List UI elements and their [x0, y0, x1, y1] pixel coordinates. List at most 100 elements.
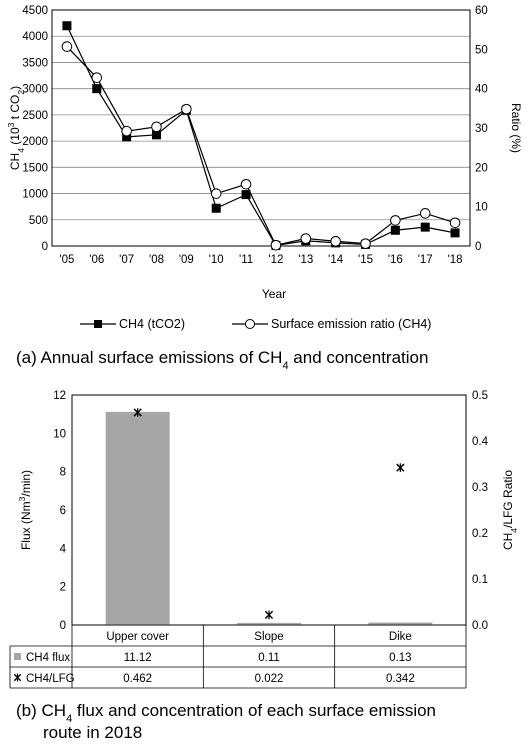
chart-a-y2label: Ratio (%): [509, 103, 523, 153]
chart-a-xtick-label: '13: [298, 254, 313, 266]
series-ratio-point: [449, 217, 461, 229]
chart-a-xtick-label: '18: [448, 254, 463, 266]
chart-a-xtick-label: '09: [179, 254, 194, 266]
table-legend-flux-key: [14, 653, 21, 660]
chart-a-xtick-label: '15: [358, 254, 373, 266]
caption-a: (a) Annual surface emissions of CH4 and …: [16, 348, 428, 372]
chart-b-ytick-label: 8: [60, 467, 66, 479]
chart-a-xtick-label: '12: [268, 254, 283, 266]
series-ch4-point: [122, 132, 132, 142]
legend-ch4-marker: [94, 320, 102, 328]
chart-b-ytick-label: 4: [60, 543, 67, 555]
chart-a-xlabel: Year: [262, 287, 286, 301]
series-ratio-point: [181, 103, 192, 115]
chart-b-y2tick-label: 0.5: [472, 390, 488, 402]
chart-b-right-axis: 0.0 0.1 0.2 0.3 0.4 0.5: [472, 390, 489, 632]
caption-b-line2: route in 2018: [43, 723, 142, 742]
chart-a-xtick-label: '11: [239, 254, 253, 266]
legend-ratio-marker: [245, 319, 255, 329]
series-ratio-point: [121, 125, 132, 137]
chart-a-xtick-label: '10: [209, 254, 224, 266]
chart-a-left-axis: 0 500 1000 1500 2000 2500 3000 3500 4000 4500: [22, 5, 48, 253]
series-ch4-point: [450, 228, 460, 238]
series-ratio-point: [330, 235, 341, 247]
chart-a-x-axis: '05 '06 '07 '08 '09 '10 '11 '12 '13 '14 '15 '16 '17 '…: [59, 254, 462, 266]
chart-a-gridlines: [52, 35, 470, 221]
series-ratio-point: [419, 208, 431, 219]
table-row-label: CH4/LFG: [26, 673, 75, 685]
series-ch4-point: [420, 222, 430, 232]
chart-a-ytick-label: 4000: [22, 31, 48, 43]
series-ch4-line: [66, 25, 456, 247]
series-ch4-point: [62, 21, 72, 31]
chart-a-plot-frame: [51, 9, 471, 247]
chart-b-y2tick-label: 0.0: [472, 620, 488, 632]
chart-a-ytick-label: 3500: [22, 57, 48, 69]
chart-b-ytick-label: 12: [53, 390, 66, 402]
chart-b-y2label: CH4/LFG Ratio: [501, 470, 519, 550]
chart-a-ytick-label: 0: [42, 241, 48, 253]
chart-a-ytick-label: 1500: [22, 162, 48, 174]
chart-b-y2tick-label: 0.2: [472, 528, 488, 540]
series-ch4-point: [390, 225, 400, 235]
chart-b-y2tick-label: 0.4: [472, 436, 489, 448]
series-ch4-point: [241, 190, 251, 200]
chart-a-xtick-label: '14: [328, 254, 344, 266]
chart-a-y2tick-label: 30: [475, 123, 488, 135]
table-cell-ratio: 0.022: [255, 673, 284, 685]
table-cell-flux: 0.13: [389, 652, 411, 664]
bar-ch4-flux: [368, 622, 433, 625]
chart-b-ytick-label: 6: [60, 505, 66, 517]
legend-item-ratio: Surface emission ratio (CH4): [232, 317, 431, 331]
chart-b-bars: [105, 411, 433, 625]
series-ratio-point: [270, 239, 282, 251]
chart-a-legend: CH4 (tCO2) Surface emission ratio (CH4): [80, 317, 431, 331]
chart-a-y2tick-label: 20: [475, 162, 488, 174]
chart-b-left-axis: 0 2 4 6 8 10 12: [53, 390, 66, 632]
table-cell-ratio: 0.342: [386, 673, 415, 685]
marker-ch4-lfg: [133, 408, 142, 417]
chart-b-data-table: Upper cover Slope Dike CH4 flux CH4/LFG 11.12…: [9, 624, 467, 689]
chart-b-ylabel: Flux (Nm3/min): [17, 470, 33, 550]
chart-a-xtick-label: '17: [418, 254, 433, 266]
chart-a-y2tick-label: 60: [475, 5, 488, 17]
chart-b-ytick-label: 10: [53, 428, 66, 440]
series-ratio-point: [360, 238, 371, 249]
chart-a-xtick-label: '07: [119, 254, 134, 266]
chart-a-xtick-label: '16: [388, 254, 403, 266]
table-cell-ratio: 0.462: [123, 673, 152, 685]
legend-item-ch4: CH4 (tCO2): [80, 317, 185, 331]
caption-b-line1: (b) CH4 flux and concentration of each s…: [16, 701, 436, 725]
marker-ch4-lfg: [396, 463, 405, 473]
series-ch4-point: [92, 84, 102, 94]
series-ratio-point: [91, 72, 103, 83]
chart-a-ytick-label: 4500: [22, 5, 48, 17]
chart-a-right-axis: 0 10 20 30 40 50 60: [475, 5, 488, 253]
chart-b-y2tick-label: 0.3: [472, 482, 488, 494]
chart-a-xtick-label: '06: [89, 254, 104, 266]
legend-ch4-label: CH4 (tCO2): [119, 317, 185, 331]
chart-a-ytick-label: 500: [29, 215, 48, 227]
table-cell-flux: 0.11: [258, 652, 280, 664]
chart-a: 0 500 1000 1500 2000 2500 3000 3500 4000 4500 0 10…: [6, 5, 523, 331]
chart-a-y2tick-label: 40: [475, 84, 488, 96]
chart-b-ratio-markers: [133, 408, 405, 620]
series-ratio-point: [61, 41, 73, 52]
table-category-label: Upper cover: [106, 631, 169, 643]
bar-ch4-flux: [105, 411, 170, 625]
chart-a-y2tick-label: 0: [475, 241, 481, 253]
series-ratio-point: [210, 188, 222, 199]
chart-a-ytick-label: 3000: [22, 84, 48, 96]
table-row-label: CH4 flux: [26, 652, 70, 664]
chart-a-xtick-label: '05: [59, 254, 74, 266]
series-ch4-point: [211, 203, 221, 213]
legend-ratio-label: Surface emission ratio (CH4): [271, 317, 431, 331]
table-cell-flux: 11.12: [124, 652, 152, 664]
series-ratio-point: [240, 178, 252, 190]
chart-b-ytick-label: 0: [60, 620, 66, 632]
chart-a-ytick-label: 2500: [22, 110, 48, 122]
chart-a-y2tick-label: 10: [475, 202, 488, 214]
chart-a-y2tick-label: 50: [475, 44, 488, 56]
table-category-label: Slope: [254, 631, 283, 643]
